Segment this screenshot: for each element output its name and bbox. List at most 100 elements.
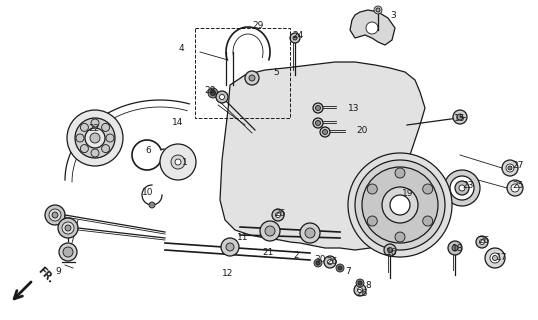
Text: 30: 30	[314, 255, 325, 265]
Text: 11: 11	[237, 233, 249, 242]
Text: 17: 17	[496, 253, 508, 262]
Circle shape	[507, 180, 523, 196]
Circle shape	[80, 145, 88, 153]
Circle shape	[305, 228, 315, 238]
Circle shape	[275, 212, 280, 218]
Circle shape	[366, 22, 378, 34]
Circle shape	[313, 103, 323, 113]
Text: 29: 29	[252, 20, 264, 29]
Circle shape	[457, 114, 463, 120]
Circle shape	[324, 256, 336, 268]
Text: 6: 6	[145, 146, 151, 155]
Circle shape	[160, 144, 196, 180]
Circle shape	[459, 185, 465, 191]
Circle shape	[52, 212, 58, 218]
Circle shape	[91, 119, 99, 127]
Circle shape	[75, 118, 115, 158]
Text: 19: 19	[402, 188, 414, 197]
Text: 28: 28	[204, 85, 216, 94]
Circle shape	[171, 155, 185, 169]
Text: 23: 23	[462, 180, 473, 189]
Circle shape	[397, 187, 413, 203]
Circle shape	[63, 247, 73, 257]
Text: 14: 14	[172, 117, 183, 126]
Circle shape	[355, 160, 445, 250]
Text: FR.: FR.	[36, 265, 56, 285]
Circle shape	[67, 110, 123, 166]
Circle shape	[106, 134, 114, 142]
Circle shape	[220, 94, 224, 100]
Circle shape	[45, 205, 65, 225]
Circle shape	[272, 209, 284, 221]
Circle shape	[221, 238, 239, 256]
Circle shape	[354, 284, 366, 296]
Circle shape	[149, 202, 155, 208]
Circle shape	[290, 33, 300, 43]
Circle shape	[401, 191, 409, 199]
Text: 16: 16	[386, 247, 398, 257]
Circle shape	[362, 167, 438, 243]
Polygon shape	[350, 10, 395, 45]
Circle shape	[80, 124, 88, 132]
Text: 27: 27	[512, 161, 523, 170]
Circle shape	[367, 216, 377, 226]
Text: 22: 22	[88, 124, 100, 132]
Circle shape	[382, 187, 418, 223]
Text: 26: 26	[478, 236, 490, 244]
Circle shape	[315, 121, 321, 125]
Circle shape	[453, 110, 467, 124]
Circle shape	[76, 134, 84, 142]
Circle shape	[357, 287, 363, 292]
Circle shape	[315, 106, 321, 110]
Circle shape	[511, 184, 519, 192]
Circle shape	[476, 236, 488, 248]
Circle shape	[245, 71, 259, 85]
Circle shape	[390, 195, 410, 215]
Circle shape	[403, 193, 407, 197]
Circle shape	[320, 127, 330, 137]
Circle shape	[395, 168, 405, 178]
Text: 15: 15	[454, 114, 466, 123]
Text: 26: 26	[327, 258, 338, 267]
Circle shape	[216, 91, 228, 103]
Circle shape	[316, 261, 320, 265]
Text: 24: 24	[292, 30, 303, 39]
Text: 20: 20	[356, 125, 367, 134]
Circle shape	[314, 259, 322, 267]
Circle shape	[313, 118, 323, 128]
Circle shape	[384, 244, 396, 256]
Circle shape	[502, 160, 518, 176]
Text: 2: 2	[293, 252, 299, 260]
Text: 8: 8	[365, 282, 371, 291]
Circle shape	[450, 176, 474, 200]
Circle shape	[322, 130, 328, 134]
Bar	[195, 28, 290, 118]
Text: 1: 1	[182, 157, 188, 166]
Circle shape	[265, 226, 275, 236]
Circle shape	[102, 145, 110, 153]
Circle shape	[208, 88, 218, 98]
Circle shape	[85, 128, 105, 148]
Circle shape	[423, 216, 433, 226]
Circle shape	[387, 247, 393, 252]
Circle shape	[348, 153, 452, 257]
Circle shape	[508, 166, 512, 170]
Text: 18: 18	[452, 244, 464, 252]
Circle shape	[328, 260, 332, 265]
Circle shape	[367, 184, 377, 194]
Circle shape	[90, 133, 100, 143]
Circle shape	[490, 253, 500, 263]
Circle shape	[336, 264, 344, 272]
Circle shape	[455, 181, 469, 195]
Text: 9: 9	[55, 268, 61, 276]
Circle shape	[492, 255, 498, 260]
Circle shape	[293, 36, 297, 40]
Circle shape	[444, 170, 480, 206]
Circle shape	[65, 225, 71, 231]
Circle shape	[452, 245, 458, 251]
Circle shape	[485, 248, 505, 268]
Text: 26: 26	[274, 209, 286, 218]
Text: 7: 7	[345, 267, 351, 276]
Circle shape	[62, 222, 74, 234]
Circle shape	[376, 8, 380, 12]
